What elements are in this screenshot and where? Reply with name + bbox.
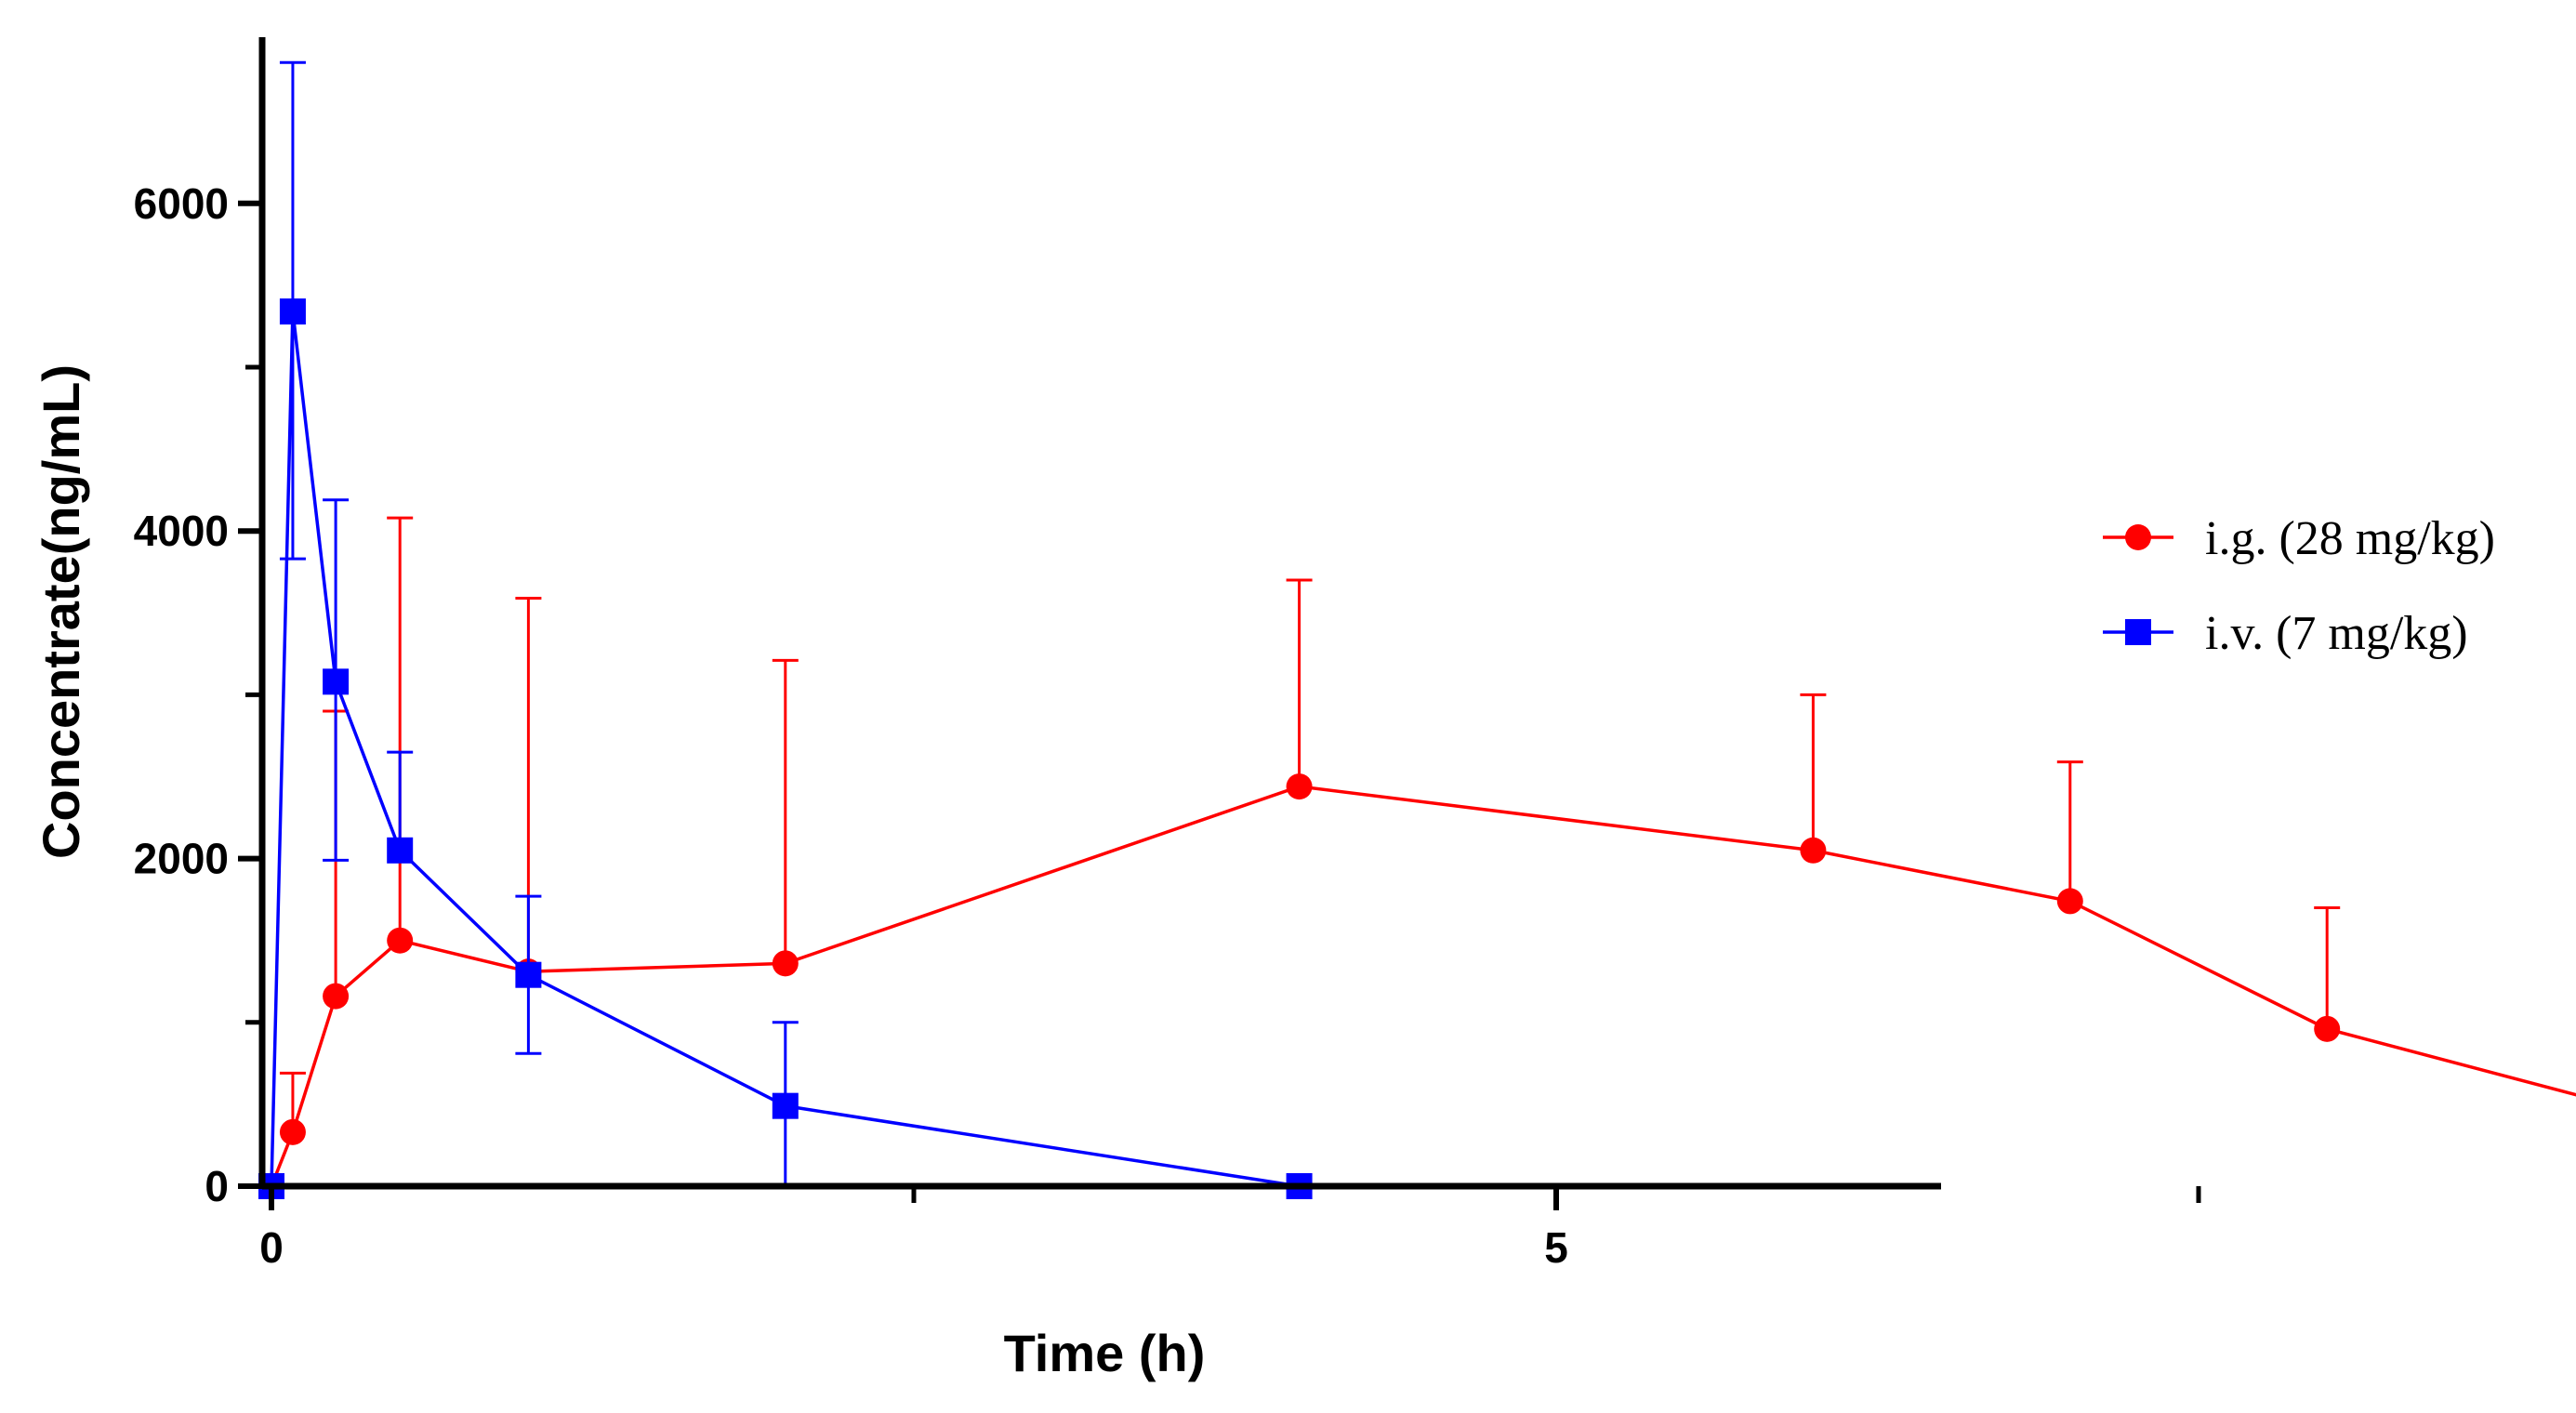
data-point — [2314, 1015, 2341, 1042]
y-tick-label: 0 — [205, 1162, 229, 1210]
plot-area — [258, 60, 2576, 1199]
data-point — [772, 1092, 799, 1119]
data-point — [2056, 888, 2083, 915]
legend-marker — [2125, 524, 2151, 550]
x-tick-label: 0 — [259, 1223, 284, 1272]
y-tick-label: 4000 — [134, 507, 229, 555]
legend: i.g. (28 mg/kg) i.v. (7 mg/kg) — [2103, 512, 2495, 660]
legend-label: i.g. (28 mg/kg) — [2205, 512, 2495, 565]
data-point — [1286, 773, 1313, 800]
legend-marker — [2125, 619, 2151, 645]
y-axis-title: Concentrate(ng/mL) — [32, 364, 90, 859]
series-1 — [258, 516, 2576, 1199]
data-point — [515, 961, 542, 988]
x-axis-title: Time (h) — [1004, 1324, 1206, 1382]
data-point — [387, 927, 414, 954]
series-2 — [258, 60, 1313, 1199]
data-point — [1800, 837, 1827, 864]
y-tick-label: 2000 — [134, 835, 229, 883]
series-line — [270, 785, 2576, 1187]
data-point — [323, 983, 350, 1010]
y-tick-label: 6000 — [134, 179, 229, 228]
data-point — [279, 1118, 306, 1145]
legend-entry-1: i.g. (28 mg/kg) — [2103, 512, 2495, 565]
x-tick-label: 5 — [1544, 1223, 1568, 1272]
legend-entry-2: i.v. (7 mg/kg) — [2103, 607, 2468, 660]
legend-label: i.v. (7 mg/kg) — [2205, 607, 2468, 660]
data-point — [323, 668, 350, 695]
axes: 05100200040006000 — [134, 37, 2201, 1272]
data-point — [387, 837, 414, 864]
data-point — [279, 298, 306, 325]
data-point — [772, 950, 799, 977]
